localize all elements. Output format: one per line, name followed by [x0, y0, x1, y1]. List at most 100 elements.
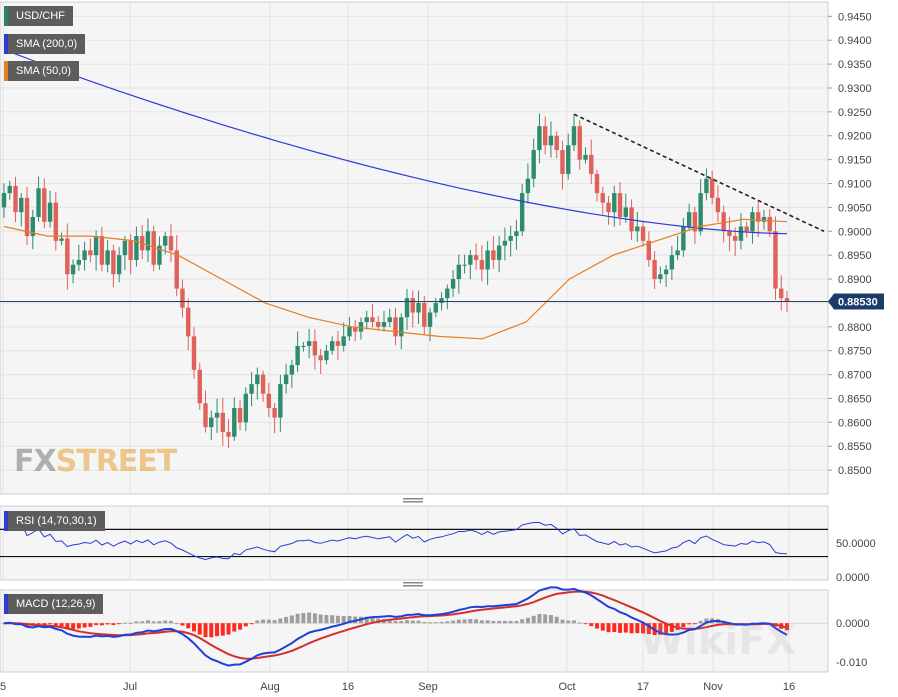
candle-up [525, 178, 531, 194]
macd-histogram-bar [48, 623, 53, 625]
candle-up [243, 393, 249, 423]
macd-histogram-bar [600, 623, 605, 631]
macd-histogram-bar [2, 623, 6, 625]
price-tick-label: 0.9000 [838, 226, 872, 238]
candle-up [329, 341, 335, 351]
sma50-label[interactable]: SMA (50,0) [4, 61, 80, 81]
macd-histogram-bar [497, 620, 502, 624]
macd-histogram-bar [157, 621, 162, 624]
macd-histogram-bar [249, 623, 254, 625]
macd-histogram-bar [312, 613, 317, 624]
candle-up [30, 216, 35, 237]
macd-histogram-bar [422, 622, 427, 624]
macd-histogram-bar [168, 620, 173, 624]
macd-tick-label: -0.010 [836, 657, 867, 669]
candle-up [450, 279, 456, 289]
instrument-label-text: USD/CHF [16, 10, 65, 22]
macd-histogram-bar [71, 623, 76, 629]
candle-down [111, 250, 116, 275]
macd-panel [0, 589, 829, 673]
candle-down [744, 226, 749, 232]
candle-up [433, 302, 439, 313]
candle-up [468, 255, 473, 265]
macd-histogram-bar [65, 623, 70, 629]
macd-signal-line [3, 590, 788, 660]
macd-histogram-bar [255, 620, 260, 624]
macd-histogram-bar [180, 623, 185, 626]
macd-histogram-bar [514, 620, 519, 624]
candle-down [393, 317, 398, 337]
candle-up [7, 185, 12, 194]
candle-down [721, 212, 726, 232]
rsi-label[interactable]: RSI (14,70,30,1) [4, 511, 105, 531]
candle-up [47, 202, 53, 222]
macd-histogram-bar [692, 623, 697, 625]
macd-histogram-bar [618, 623, 623, 633]
macd-histogram-bar [548, 614, 553, 624]
candle-up [399, 317, 404, 337]
sma200-label[interactable]: SMA (200,0) [4, 34, 86, 54]
candle-up [669, 255, 675, 270]
candle-down [422, 302, 427, 327]
candle-up [278, 384, 283, 418]
price-tick-label: 0.9450 [838, 11, 872, 23]
macd-label[interactable]: MACD (12,26,9) [4, 594, 104, 614]
candle-down [709, 178, 715, 198]
macd-histogram-bar [301, 612, 306, 624]
macd-histogram-bar [278, 618, 283, 624]
price-tick-label: 0.9250 [838, 107, 872, 119]
instrument-label[interactable]: USD/CHF [4, 6, 73, 26]
price-tick-label: 0.9150 [838, 155, 872, 167]
candle-up [163, 236, 168, 246]
macd-histogram-bar [623, 623, 628, 633]
macd-histogram-bar [629, 623, 634, 634]
candle-down [174, 250, 179, 289]
macd-histogram-bar [364, 616, 369, 624]
candle-up [658, 274, 663, 280]
candle-down [732, 236, 738, 241]
candle-up [681, 226, 686, 251]
candle-up [324, 350, 329, 361]
candle-up [462, 264, 467, 266]
logo-fx: FX [14, 444, 57, 479]
candle-up [519, 193, 525, 232]
candle-down [24, 197, 30, 237]
candle-down [617, 193, 623, 217]
macd-histogram-bar [117, 623, 122, 625]
candle-up [1, 193, 7, 208]
macd-histogram-bar [687, 623, 692, 625]
candle-down [168, 236, 174, 251]
macd-histogram-bar [186, 623, 191, 629]
macd-histogram-bar [456, 619, 461, 624]
macd-histogram-bar [525, 617, 530, 624]
rsi-tick-label: 50.0000 [836, 538, 876, 550]
candle-up [134, 236, 139, 260]
candle-up [283, 374, 289, 385]
macd-histogram-bar [468, 618, 473, 624]
candle-down [318, 355, 323, 361]
candle-up [249, 384, 254, 394]
macd-histogram-bar [589, 623, 594, 627]
macd-histogram-bar [42, 623, 47, 625]
macd-histogram-bar [681, 623, 686, 628]
candle-up [750, 212, 755, 232]
candle-up [19, 197, 24, 213]
candle-down [594, 173, 600, 194]
macd-histogram-bar [560, 619, 565, 624]
macd-histogram-bar [491, 620, 496, 624]
price-tick-label: 0.8600 [838, 417, 872, 429]
candle-down [180, 288, 185, 308]
candle-up [537, 126, 542, 151]
time-tick-label: Aug [260, 681, 280, 693]
macd-histogram-bar [698, 620, 703, 624]
macd-histogram-bar [238, 623, 243, 630]
sma200-label-text: SMA (200,0) [16, 38, 78, 50]
macd-histogram-bar [122, 622, 127, 624]
macd-histogram-bar [554, 616, 559, 624]
macd-histogram-bar [341, 616, 346, 624]
candle-up [289, 365, 295, 375]
candle-up [761, 216, 767, 222]
candle-down [186, 307, 191, 337]
candle-up [496, 245, 502, 260]
